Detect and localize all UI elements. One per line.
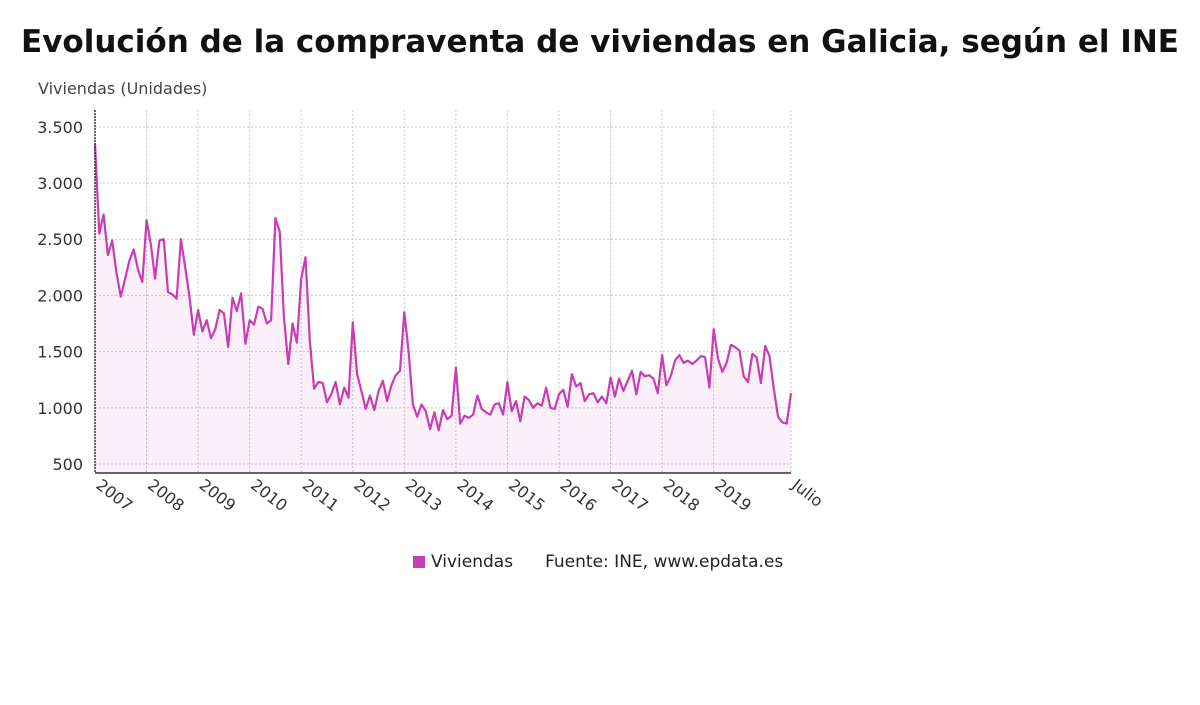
x-tick-labels: 2007 2008 2009 2010 2011 2012 2013 2014 2015 2016… <box>93 475 827 516</box>
x-tick-label: 2015 <box>505 475 549 515</box>
source-note: Fuente: INE, www.epdata.es <box>545 552 784 572</box>
y-tick-label: 3.000 <box>37 174 83 193</box>
series-area <box>95 143 791 473</box>
x-tick-label: 2013 <box>402 475 446 515</box>
x-tick-label: 2011 <box>299 475 343 515</box>
legend-swatch <box>413 556 425 568</box>
x-tick-label: 2010 <box>247 475 291 515</box>
x-tick-label: 2019 <box>711 475 755 515</box>
x-tick-label: 2018 <box>660 475 704 515</box>
y-tick-labels: 500 1.000 1.500 2.000 2.500 3.000 3.500 <box>37 118 83 474</box>
x-tick-label: Julio <box>788 475 827 511</box>
x-tick-label: 2012 <box>350 475 394 515</box>
y-axis-label: Viviendas (Unidades) <box>38 79 208 98</box>
x-tick-label: 2016 <box>557 475 601 515</box>
x-tick-label: 2009 <box>196 475 240 515</box>
x-tick-label: 2008 <box>144 475 188 515</box>
x-tick-label: 2017 <box>608 475 652 515</box>
y-tick-label: 1.000 <box>37 399 83 418</box>
y-tick-label: 3.500 <box>37 118 83 137</box>
x-gridlines <box>94 110 792 473</box>
legend-label: Viviendas <box>431 552 514 572</box>
legend: Viviendas Fuente: INE, www.epdata.es <box>413 552 783 572</box>
x-tick-label: 2014 <box>453 475 497 515</box>
chart-title: Evolución de la compraventa de viviendas… <box>21 24 1179 60</box>
series-line <box>93 143 793 432</box>
x-tick-label: 2007 <box>93 475 137 515</box>
y-tick-label: 2.000 <box>37 286 83 305</box>
y-tick-label: 1.500 <box>37 343 83 362</box>
y-gridlines <box>95 126 791 465</box>
y-tick-label: 2.500 <box>37 230 83 249</box>
y-tick-label: 500 <box>52 455 83 474</box>
